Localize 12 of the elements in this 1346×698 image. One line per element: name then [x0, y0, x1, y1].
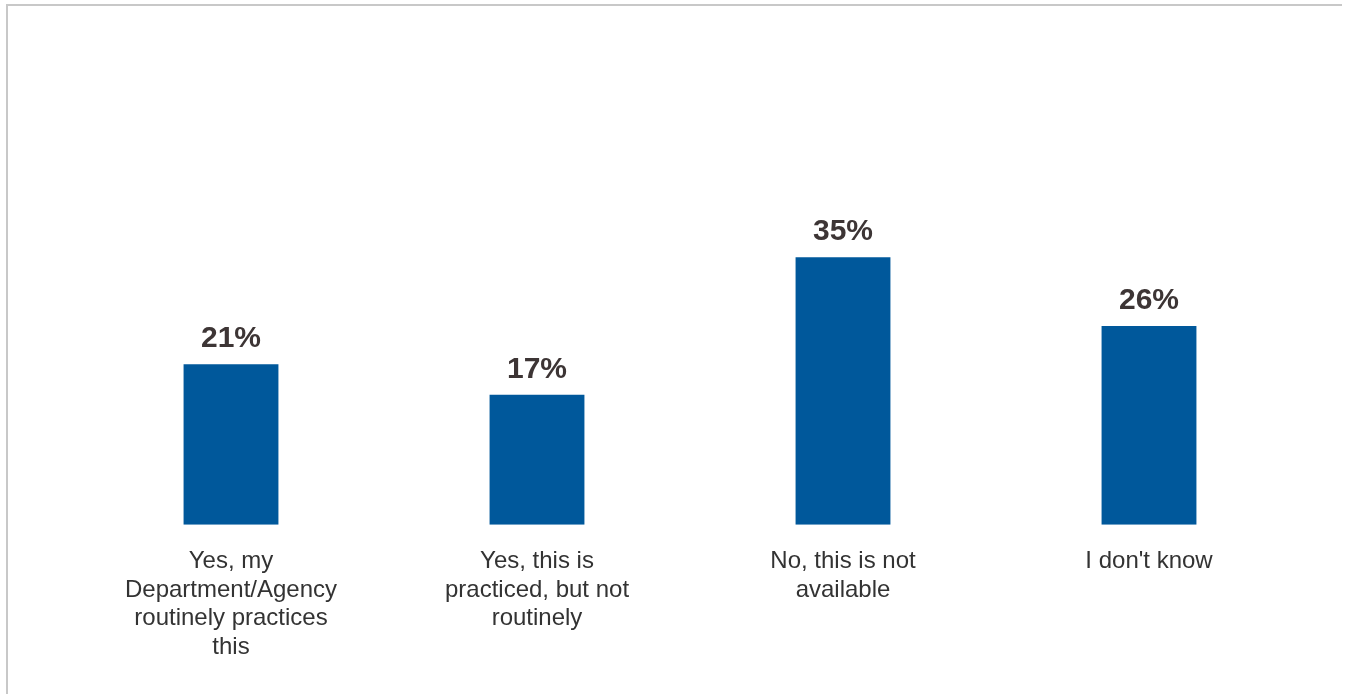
bar	[489, 394, 585, 525]
x-tick-label: No, this is not available	[770, 545, 917, 602]
x-tick-label: I don't know	[1085, 545, 1214, 573]
bar	[795, 257, 891, 525]
bar	[183, 364, 279, 525]
data-label: 26%	[1118, 282, 1180, 316]
data-label: 35%	[812, 213, 874, 247]
bar	[1101, 325, 1197, 525]
data-label: 21%	[200, 320, 262, 354]
x-tick-label: Yes, this is practiced, but not routinely	[444, 545, 630, 631]
x-tick-label: Yes, my Department/Agency routinely practices this	[124, 545, 338, 660]
data-label: 17%	[506, 351, 568, 385]
